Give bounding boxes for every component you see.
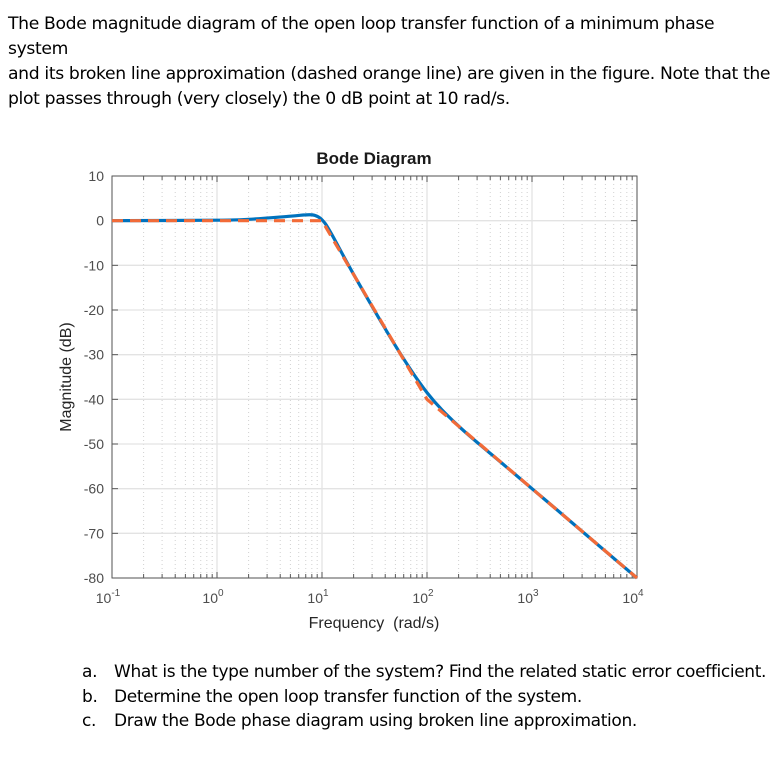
x-tick-labels: 10-1 100 101 102 103 104	[96, 588, 644, 606]
problem-intro: The Bode magnitude diagram of the open l…	[8, 12, 778, 112]
grid-lines	[111, 175, 638, 579]
svg-text:101: 101	[307, 588, 329, 606]
question-b-text: Determine the open loop transfer functio…	[114, 686, 582, 707]
axes-box	[111, 175, 638, 579]
svg-text:-70: -70	[84, 525, 104, 541]
svg-text:-30: -30	[84, 347, 104, 363]
svg-text:10-1: 10-1	[96, 588, 121, 606]
question-a-text: What is the type number of the system? F…	[114, 662, 767, 682]
chart-title: Bode Diagram	[316, 149, 431, 168]
svg-text:102: 102	[412, 588, 434, 606]
svg-text:-60: -60	[84, 481, 104, 497]
exact-magnitude-curve	[111, 213, 639, 580]
svg-text:-40: -40	[84, 391, 104, 407]
intro-line-1: The Bode magnitude diagram of the open l…	[8, 14, 715, 59]
intro-line-2: and its broken line approximation (dashe…	[8, 64, 771, 84]
asymptote-dashed-line	[112, 219, 639, 580]
svg-text:-50: -50	[84, 436, 104, 452]
intro-line-3: plot passes through (very closely) the 0…	[8, 89, 510, 109]
bode-magnitude-plot: Bode Diagram 100-10-20-30-40-50-60-70-80…	[58, 149, 644, 632]
question-c-text: Draw the Bode phase diagram using broken…	[114, 711, 637, 731]
y-axis-label: Magnitude (dB)	[58, 322, 75, 431]
question-c: c. Draw the Bode phase diagram using brok…	[82, 709, 782, 734]
question-list: a. What is the type number of the system?…	[82, 660, 782, 734]
svg-text:104: 104	[622, 588, 644, 606]
axis-ticks	[111, 175, 638, 579]
svg-text:103: 103	[517, 588, 539, 606]
svg-text:100: 100	[202, 588, 224, 606]
x-axis-label: Frequency (rad/s)	[309, 615, 440, 632]
question-b: b. Determine the open loop transfer funct…	[82, 685, 782, 710]
question-c-label: c.	[82, 711, 97, 731]
question-a-label: a.	[82, 662, 98, 682]
svg-text:-10: -10	[84, 257, 104, 273]
svg-text:10: 10	[88, 168, 104, 184]
svg-text:-20: -20	[84, 302, 104, 318]
question-b-label: b.	[82, 686, 98, 707]
y-tick-labels: 10 0 -10 -20 -30 -40 -50 -60 -70 -80	[84, 168, 104, 586]
svg-text:-80: -80	[84, 570, 104, 586]
question-a: a. What is the type number of the system?…	[82, 660, 782, 685]
svg-text:0: 0	[96, 213, 104, 229]
